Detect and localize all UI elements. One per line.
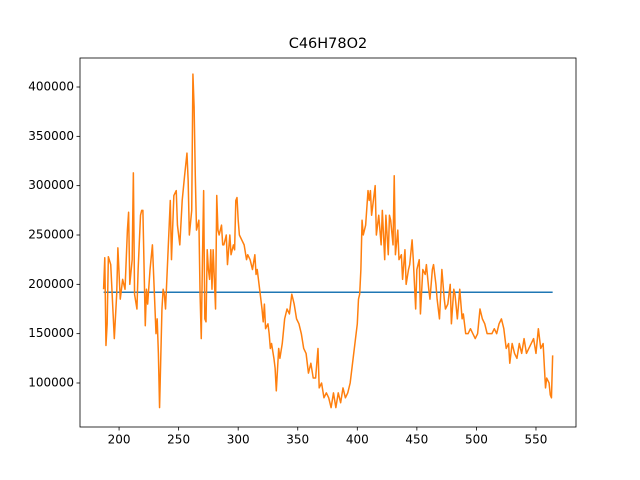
chart-title: C46H78O2 bbox=[289, 36, 368, 52]
y-tick-label: 400000 bbox=[28, 80, 74, 94]
x-tick-label: 500 bbox=[465, 433, 488, 447]
data-line bbox=[102, 73, 554, 409]
x-tick-label: 400 bbox=[346, 433, 369, 447]
y-tick-label: 150000 bbox=[28, 326, 74, 340]
x-tick-label: 550 bbox=[525, 433, 548, 447]
x-tick-label: 350 bbox=[286, 433, 309, 447]
y-tick-label: 250000 bbox=[28, 228, 74, 242]
x-tick-label: 200 bbox=[108, 433, 131, 447]
x-tick-label: 300 bbox=[227, 433, 250, 447]
plot-frame bbox=[79, 57, 577, 428]
y-tick-label: 300000 bbox=[28, 178, 74, 192]
x-tick-label: 450 bbox=[405, 433, 428, 447]
y-tick-label: 100000 bbox=[28, 375, 74, 389]
y-tick-label: 200000 bbox=[28, 277, 74, 291]
y-tick-label: 350000 bbox=[28, 129, 74, 143]
x-tick-label: 250 bbox=[167, 433, 190, 447]
